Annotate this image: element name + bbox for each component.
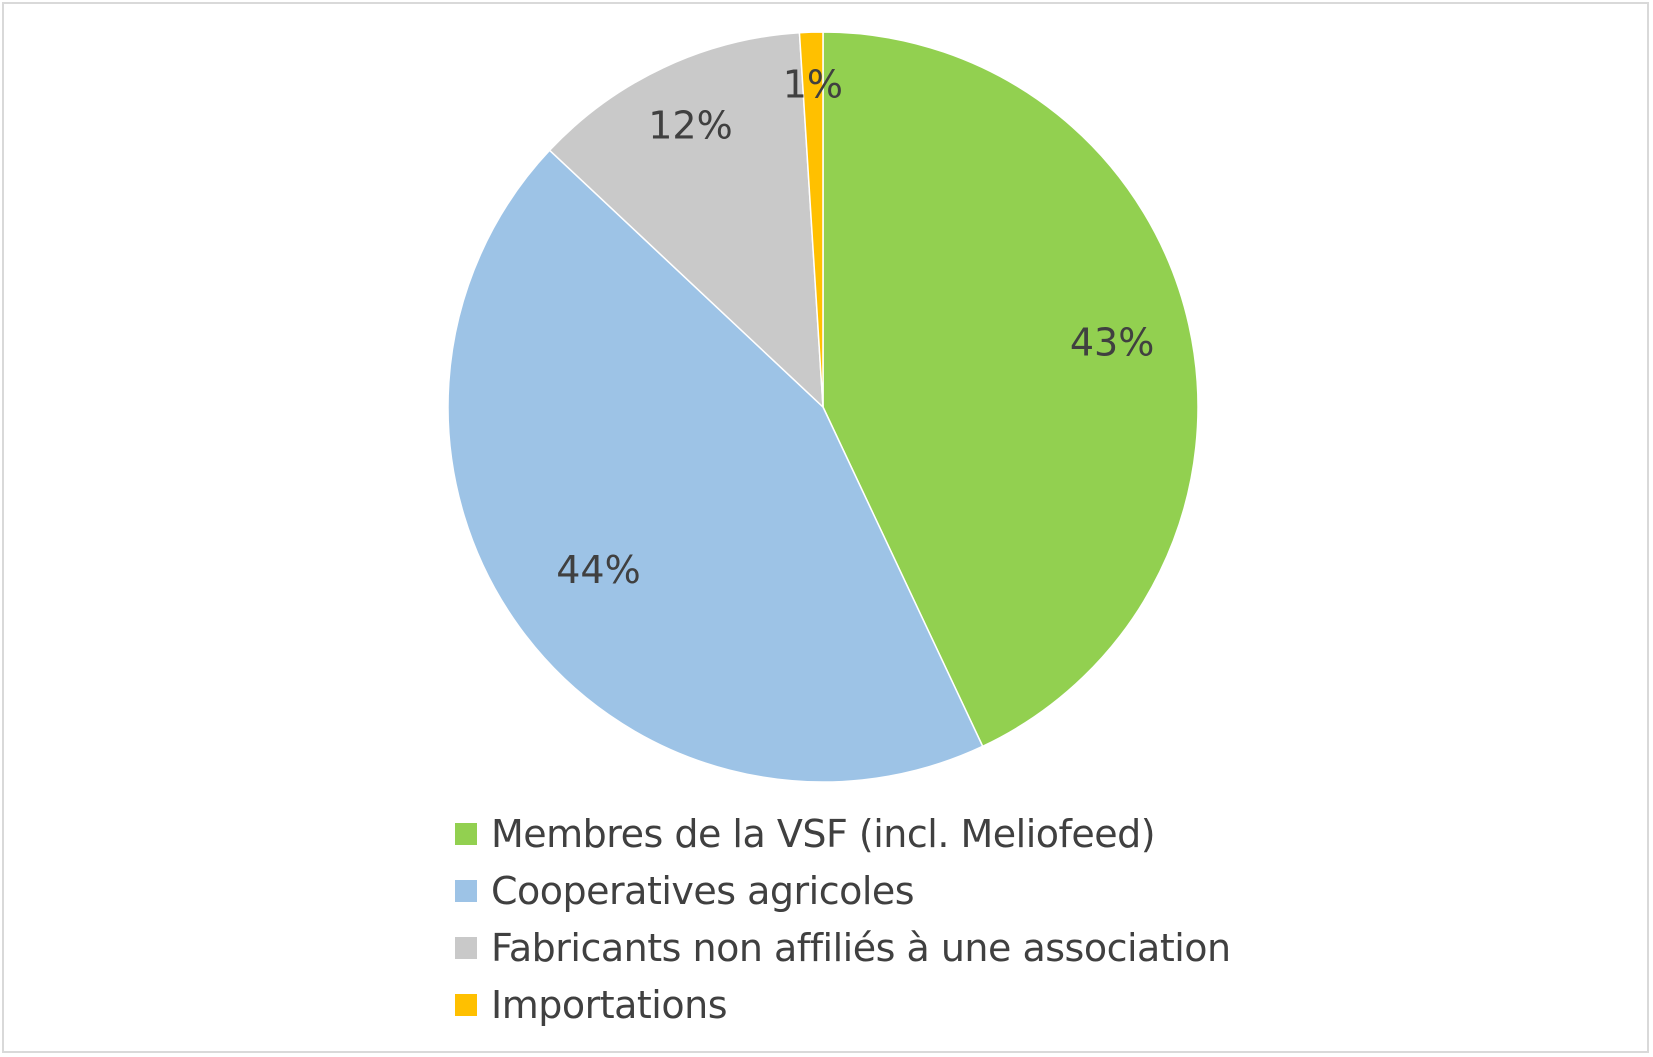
legend-swatch-importations — [455, 993, 477, 1016]
data-label-membres-de-la-vsf-incl-meliofeed: 43% — [1070, 320, 1154, 364]
legend-label: Importations — [491, 982, 728, 1027]
legend-swatch-cooperatives-agricoles — [455, 879, 477, 902]
pie-slice-cooperatives-agricoles — [447, 149, 984, 783]
legend-label: Fabricants non affiliés à une associatio… — [491, 925, 1231, 970]
legend-label: Cooperatives agricoles — [491, 868, 915, 913]
legend-label: Membres de la VSF (incl. Meliofeed) — [491, 811, 1156, 856]
chart-legend: Membres de la VSF (incl. Meliofeed) Coope… — [455, 805, 1555, 1033]
legend-item-membres-de-la-vsf-incl-meliofeed: Membres de la VSF (incl. Meliofeed) — [455, 805, 1555, 862]
pie-slices — [447, 31, 1199, 783]
legend-swatch-fabricants-non-affilies-a-une-association — [455, 936, 477, 959]
pie-slice-fabricants-non-affilies-a-une-association — [548, 31, 824, 409]
legend-swatch-membres-de-la-vsf-incl-meliofeed — [455, 822, 477, 845]
legend-item-cooperatives-agricoles: Cooperatives agricoles — [455, 862, 1555, 919]
pie-slice-membres-de-la-vsf-incl-meliofeed — [822, 31, 1199, 748]
data-label-importations: 1% — [783, 63, 843, 107]
pie-data-labels: 43% 44% 12% 1% — [556, 63, 1154, 592]
data-label-cooperatives-agricoles: 44% — [556, 548, 640, 592]
legend-item-fabricants-non-affilies-a-une-association: Fabricants non affiliés à une associatio… — [455, 919, 1555, 976]
data-label-fabricants-non-affilies-a-une-association: 12% — [648, 103, 732, 147]
pie-slice-importations — [798, 31, 824, 408]
legend-item-importations: Importations — [455, 976, 1555, 1033]
